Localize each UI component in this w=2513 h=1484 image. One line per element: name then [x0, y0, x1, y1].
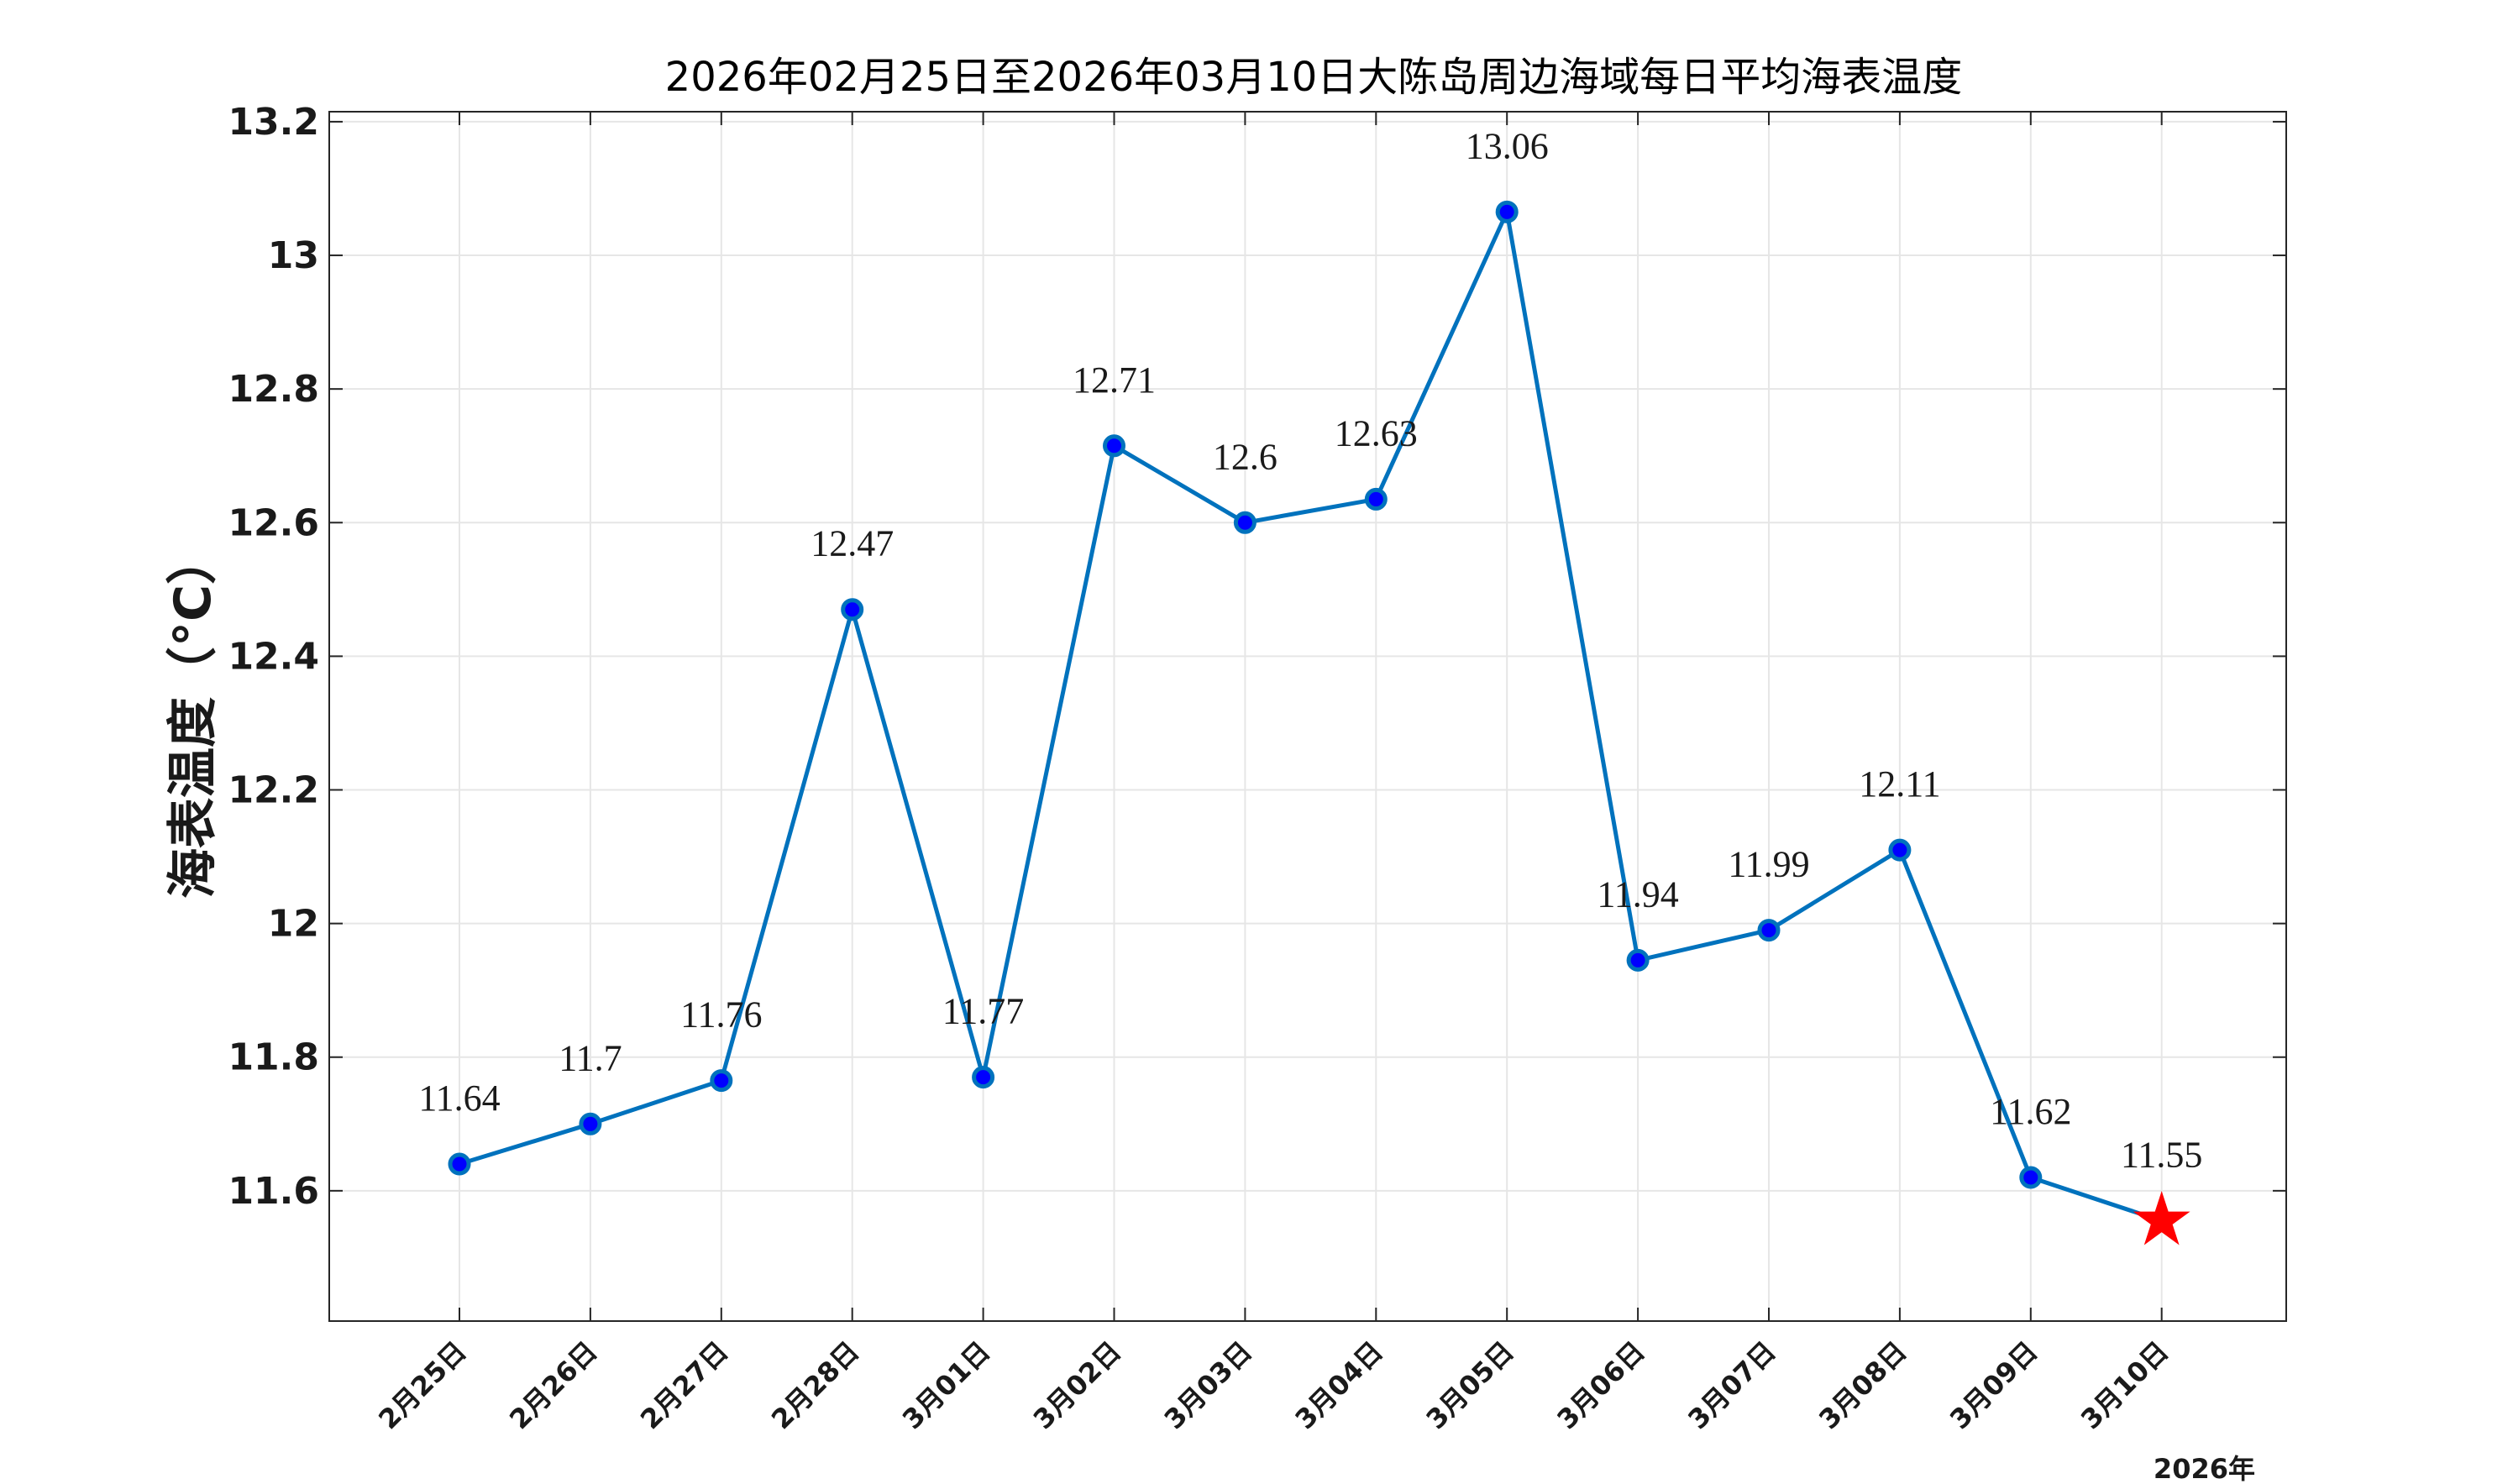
data-point	[1626, 948, 1650, 972]
grid	[329, 112, 2286, 1321]
x-tick-label: 3月08日	[1813, 1335, 1912, 1435]
x-tick-label: 2月28日	[765, 1335, 865, 1435]
plot-frame	[328, 111, 2287, 1322]
x-tick-label: 3月03日	[1158, 1335, 1258, 1435]
x-tick-label: 3月01日	[896, 1335, 996, 1435]
y-axis-label: 海表温度（°C）	[164, 534, 223, 899]
data-point	[841, 598, 864, 621]
markers	[448, 200, 2190, 1245]
data-labels: 11.64 11.7 11.76 12.47 11.77 12.71 12.6 12.63 13…	[418, 125, 2202, 1175]
x-tick-label: 3月04日	[1289, 1335, 1389, 1435]
series	[457, 209, 2164, 1224]
data-point	[579, 1112, 602, 1135]
y-tick-label: 13	[268, 234, 319, 277]
y-tick-label: 11.8	[228, 1036, 319, 1079]
axes: 11.6 11.8 12 12.2 12.4 12.6 12.8 13 13.2 2月25日 2月2…	[228, 101, 2286, 1435]
y-tick-label: 11.6	[228, 1170, 319, 1213]
x-tick-label: 3月05日	[1419, 1335, 1519, 1435]
x-tick-label: 3月09日	[1944, 1335, 2043, 1435]
chart-title: 2026年02月25日至2026年03月10日大陈岛周边海域每日平均海表温度	[665, 54, 1963, 101]
data-label: 11.64	[418, 1078, 500, 1119]
year-label: 2026年	[2154, 1453, 2255, 1484]
x-tick-label: 3月02日	[1027, 1335, 1127, 1435]
data-label: 12.11	[1859, 763, 1940, 805]
data-label: 11.94	[1597, 873, 1678, 915]
data-label: 13.06	[1466, 125, 1549, 166]
x-tick-label: 2月25日	[372, 1335, 472, 1435]
x-tick-label: 3月06日	[1550, 1335, 1650, 1435]
data-label: 11.62	[1990, 1091, 2071, 1132]
y-tick-label: 12.2	[228, 769, 319, 812]
y-tick-label: 13.2	[228, 101, 319, 144]
data-point	[1364, 487, 1388, 511]
data-point	[1495, 200, 1519, 223]
y-tick-label: 12.4	[228, 635, 319, 678]
highlight-star-marker	[2133, 1191, 2190, 1245]
data-point	[1103, 434, 1125, 458]
data-label: 11.77	[942, 991, 1024, 1032]
data-point	[1233, 511, 1256, 534]
data-point	[448, 1152, 471, 1176]
data-point	[2019, 1166, 2043, 1189]
x-tick-label: 2月26日	[503, 1335, 603, 1435]
data-label: 12.71	[1073, 359, 1156, 401]
data-label: 12.63	[1335, 412, 1418, 454]
y-tick-label: 12.8	[228, 368, 319, 411]
data-label: 11.55	[2121, 1135, 2202, 1176]
data-label: 11.7	[559, 1037, 622, 1078]
x-tick-label: 3月10日	[2075, 1335, 2175, 1435]
series-line	[457, 209, 2164, 1224]
x-tick-label: 2月27日	[634, 1335, 734, 1435]
y-tick-label: 12.6	[228, 501, 319, 544]
data-point	[1888, 838, 1912, 862]
data-label: 12.6	[1213, 436, 1277, 477]
data-point	[972, 1066, 995, 1089]
y-tick-label: 12	[268, 903, 319, 946]
data-point	[1757, 919, 1781, 942]
data-point	[710, 1069, 733, 1093]
data-label: 11.99	[1728, 844, 1809, 885]
data-label: 11.76	[680, 994, 762, 1036]
data-label: 12.47	[811, 523, 894, 564]
x-tick-label: 3月07日	[1681, 1335, 1781, 1435]
